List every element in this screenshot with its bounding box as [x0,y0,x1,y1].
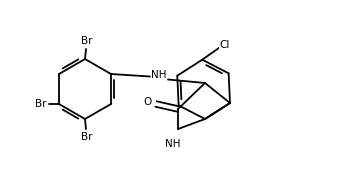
Text: NH: NH [151,71,167,81]
Text: NH: NH [165,139,181,149]
Text: Br: Br [81,36,93,46]
Text: Cl: Cl [219,40,229,50]
Text: Br: Br [35,99,46,109]
Text: O: O [144,97,152,107]
Text: Br: Br [81,132,93,142]
